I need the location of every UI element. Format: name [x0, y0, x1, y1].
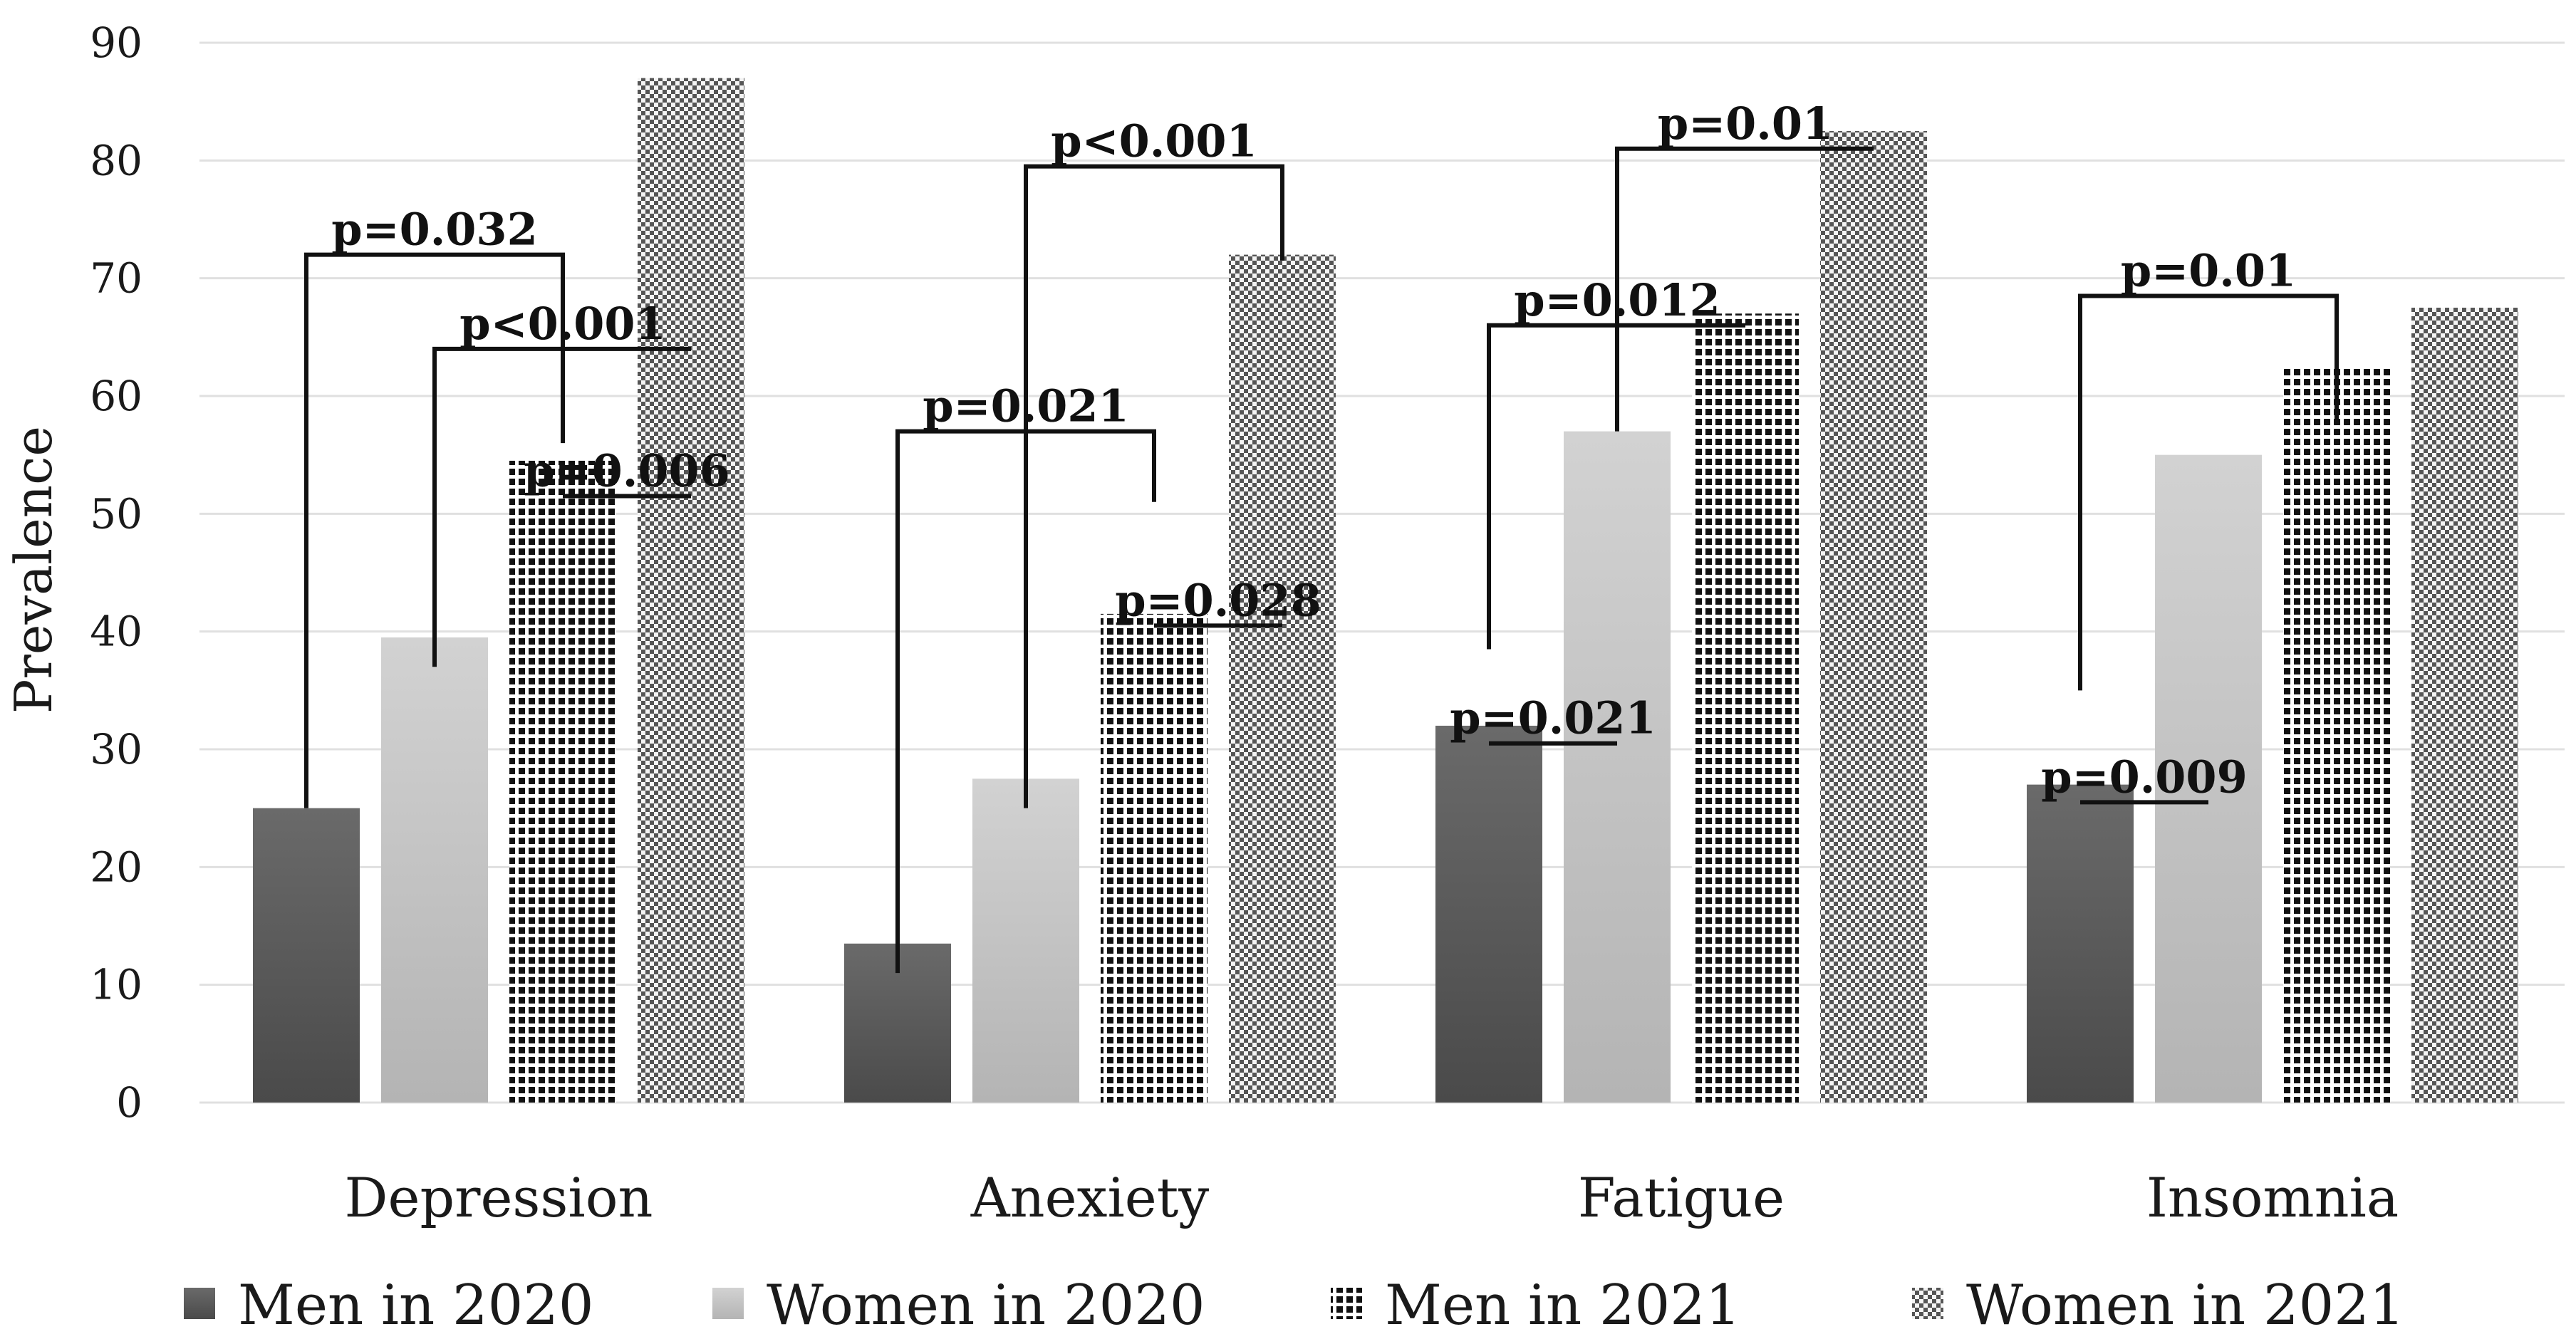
- bar-women-in-2020-fatigue: [1564, 431, 1671, 1103]
- y-tick-label: 20: [90, 843, 142, 891]
- y-tick-label: 40: [90, 608, 142, 656]
- legend-label: Men in 2020: [238, 1273, 594, 1338]
- x-tick-label: Anexiety: [970, 1166, 1209, 1229]
- bar-women-in-2020-depression: [381, 637, 488, 1103]
- y-tick-label: 50: [90, 489, 142, 538]
- bar-men-in-2021-anexiety: [1101, 613, 1208, 1103]
- p-value-label: p=0.032: [331, 204, 537, 256]
- bar-women-in-2021-fatigue: [1820, 131, 1927, 1103]
- legend-label: Women in 2020: [767, 1273, 1205, 1338]
- p-value-label: p=0.009: [2041, 751, 2247, 803]
- bar-women-in-2020-insomnia: [2155, 454, 2262, 1103]
- bar-men-in-2021-depression: [509, 460, 616, 1103]
- bar-men-in-2021-fatigue: [1692, 313, 1799, 1103]
- significance-bracket: [1615, 146, 1874, 432]
- x-axis-labels: Depression Anexiety Fatigue Insomnia: [345, 1166, 2399, 1229]
- legend-item-women-in-2021[interactable]: Women in 2021: [1912, 1273, 2404, 1338]
- bar-women-in-2020-anexiety: [972, 778, 1079, 1103]
- p-value-label: p<0.001: [1051, 115, 1257, 167]
- p-value-label: p=0.01: [2121, 244, 2296, 296]
- y-tick-label: 0: [116, 1078, 142, 1127]
- legend[interactable]: Men in 2020 Women in 2020 Men in 2021 Women…: [184, 1273, 2404, 1338]
- significance-annotations: p=0.032 p<0.001 p=0.006 p=0.021 p<0.001 p=0.0…: [304, 98, 2339, 974]
- y-tick-label: 60: [90, 372, 142, 420]
- y-tick-label: 90: [90, 19, 142, 67]
- p-value-label: p=0.01: [1658, 98, 1833, 150]
- bar-men-in-2020-fatigue: [1435, 725, 1542, 1103]
- y-axis-title: Prevalence: [4, 426, 63, 714]
- bar-men-in-2020-depression: [253, 808, 360, 1103]
- significance-bracket: [2078, 293, 2339, 691]
- legend-label: Women in 2021: [1966, 1273, 2404, 1338]
- legend-swatch: [712, 1288, 744, 1319]
- p-value-label: p=0.021: [1450, 692, 1656, 744]
- bars: [253, 78, 2518, 1103]
- y-tick-label: 10: [90, 961, 142, 1009]
- significance-bracket: [432, 346, 691, 667]
- legend-swatch: [1912, 1288, 1943, 1319]
- y-tick-label: 30: [90, 725, 142, 773]
- bar-women-in-2021-anexiety: [1229, 254, 1336, 1103]
- legend-label: Men in 2021: [1385, 1273, 1741, 1338]
- p-value-label: p=0.006: [524, 445, 729, 497]
- bar-men-in-2020-insomnia: [2027, 784, 2134, 1103]
- p-value-label: p<0.001: [459, 298, 665, 350]
- y-tick-label: 80: [90, 136, 142, 184]
- y-axis-ticks: 0 10 20 30 40 50 60 70 80 90: [90, 19, 142, 1127]
- legend-item-men-in-2020[interactable]: Men in 2020: [184, 1273, 594, 1338]
- p-value-label: p=0.028: [1115, 574, 1321, 626]
- bar-men-in-2021-insomnia: [2283, 366, 2390, 1103]
- significance-bracket: [1024, 164, 1284, 808]
- x-tick-label: Depression: [345, 1166, 653, 1229]
- bar-women-in-2021-depression: [638, 78, 744, 1103]
- legend-item-men-in-2021[interactable]: Men in 2021: [1331, 1273, 1741, 1338]
- y-tick-label: 70: [90, 254, 142, 303]
- legend-item-women-in-2020[interactable]: Women in 2020: [712, 1273, 1205, 1338]
- x-tick-label: Fatigue: [1578, 1166, 1785, 1229]
- bar-women-in-2021-insomnia: [2411, 308, 2518, 1103]
- x-tick-label: Insomnia: [2146, 1166, 2399, 1229]
- legend-swatch: [1331, 1288, 1362, 1319]
- legend-swatch: [184, 1288, 215, 1319]
- significance-bracket: [1487, 323, 1745, 650]
